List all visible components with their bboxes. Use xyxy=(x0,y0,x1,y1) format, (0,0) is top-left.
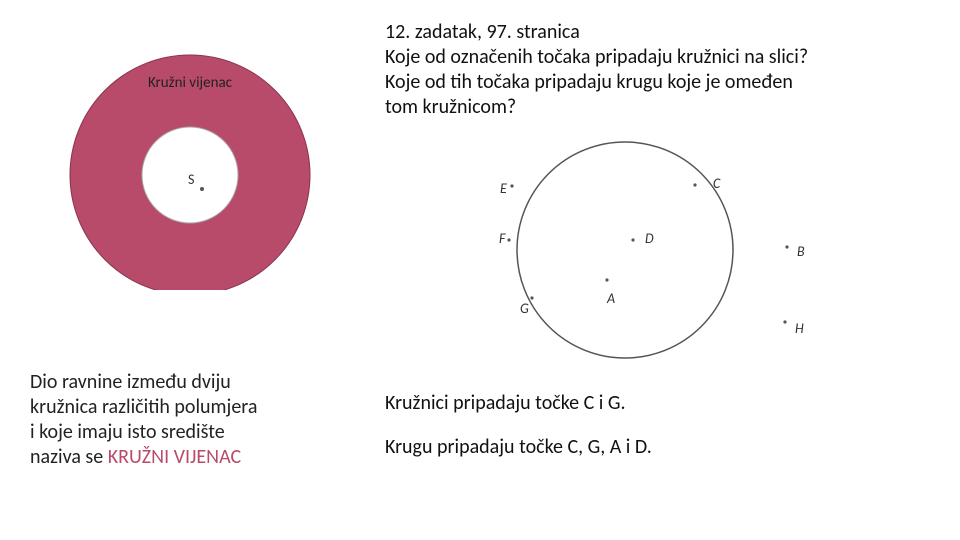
answers-block: Kružnici pripadaju točke C i G. Krugu pr… xyxy=(385,390,935,460)
annulus-label: Kružni vijenac xyxy=(60,74,320,92)
question-block: 12. zadatak, 97. stranica Koje od označe… xyxy=(385,20,935,120)
q-l4: tom kružnicom? xyxy=(385,95,516,119)
point-label-C: C xyxy=(713,175,720,192)
circle-svg xyxy=(415,135,845,365)
point-label-F: F xyxy=(499,230,505,247)
q-l1: 12. zadatak, 97. stranica xyxy=(385,20,580,44)
point-label-G: G xyxy=(520,300,529,317)
def-line4-prefix: naziva se xyxy=(30,445,108,469)
def-line1: Dio ravnine između dviju xyxy=(30,370,231,394)
def-line3: i koje imaju isto središte xyxy=(30,420,225,444)
point-label-E: E xyxy=(500,180,507,197)
def-term: KRUŽNI VIJENAC xyxy=(108,445,241,469)
annulus-center-label: S xyxy=(188,171,194,188)
def-line2: kružnica različitih polumjera xyxy=(30,395,257,419)
point-label-D: D xyxy=(645,230,654,247)
q-l2: Koje od označenih točaka pripadaju kružn… xyxy=(385,45,808,69)
point-label-A: A xyxy=(607,290,615,307)
definition-text: Dio ravnine između dviju kružnica različ… xyxy=(30,370,340,470)
answer-2: Krugu pripadaju točke C, G, A i D. xyxy=(385,434,935,460)
q-l3: Koje od tih točaka pripadaju krugu koje … xyxy=(385,70,793,94)
answer-1: Kružnici pripadaju točke C i G. xyxy=(385,390,935,416)
point-label-B: B xyxy=(797,243,805,260)
annulus-svg xyxy=(60,30,320,290)
circle-diagram: E C F D B G A H xyxy=(415,135,845,365)
point-label-H: H xyxy=(795,320,804,337)
annulus-figure: Kružni vijenac S xyxy=(60,30,320,290)
